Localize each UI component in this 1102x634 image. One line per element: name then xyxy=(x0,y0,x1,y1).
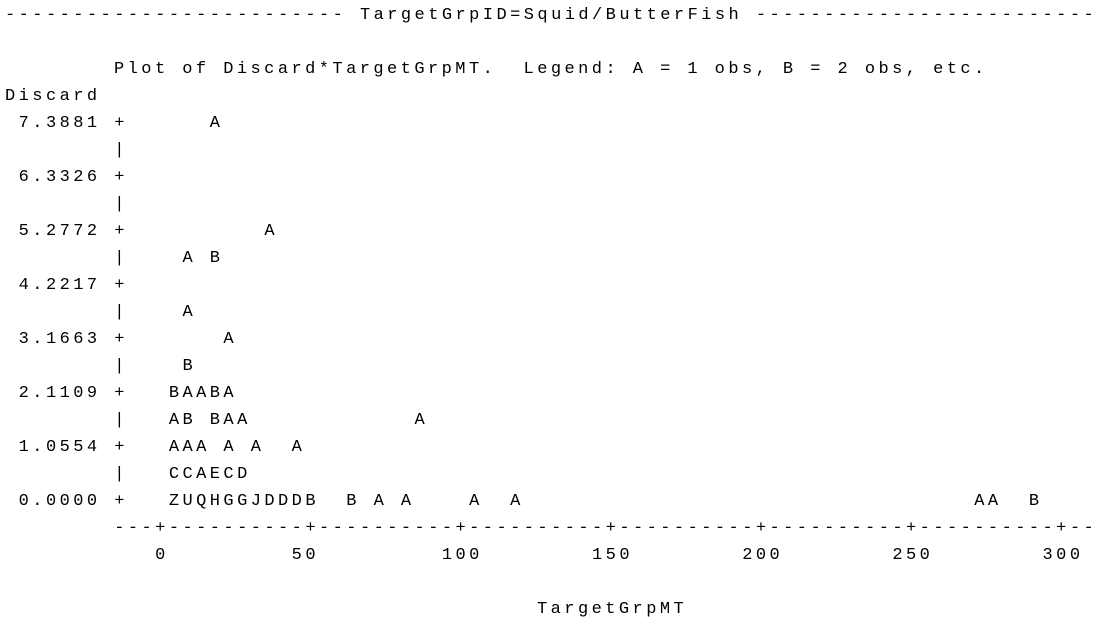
plot-row: 6.3326 + xyxy=(5,168,128,187)
y-axis-label: Discard xyxy=(5,87,101,106)
plot-row: 1.0554 + AAA A A A xyxy=(5,438,306,457)
plot-row: 3.1663 + A xyxy=(5,330,238,349)
plot-row: | xyxy=(5,195,128,214)
x-axis-line: ---+----------+----------+----------+---… xyxy=(5,519,1098,538)
plot-row: 4.2217 + xyxy=(5,276,128,295)
plot-row: | B xyxy=(5,357,197,376)
x-tick-labels: 0 50 100 150 200 250 300 xyxy=(5,546,1084,565)
plot-title: Plot of Discard*TargetGrpMT. Legend: A =… xyxy=(114,60,988,79)
plot-row: | A xyxy=(5,303,197,322)
plot-row: | xyxy=(5,141,128,160)
plot-row: | AB BAA A xyxy=(5,411,429,430)
plot-row: | CCAECD xyxy=(5,465,251,484)
plot-row: 2.1109 + BAABA xyxy=(5,384,238,403)
x-axis-label: TargetGrpMT xyxy=(537,600,688,619)
plot-row: 5.2772 + A xyxy=(5,222,279,241)
page-header: ------------------------- TargetGrpID=Sq… xyxy=(5,6,1098,25)
plot-row: 0.0000 + ZUQHGGJDDDB B A A A A AA B xyxy=(5,492,1043,511)
plot-row: 7.3881 + A xyxy=(5,114,224,133)
plot-row: | A B xyxy=(5,249,224,268)
